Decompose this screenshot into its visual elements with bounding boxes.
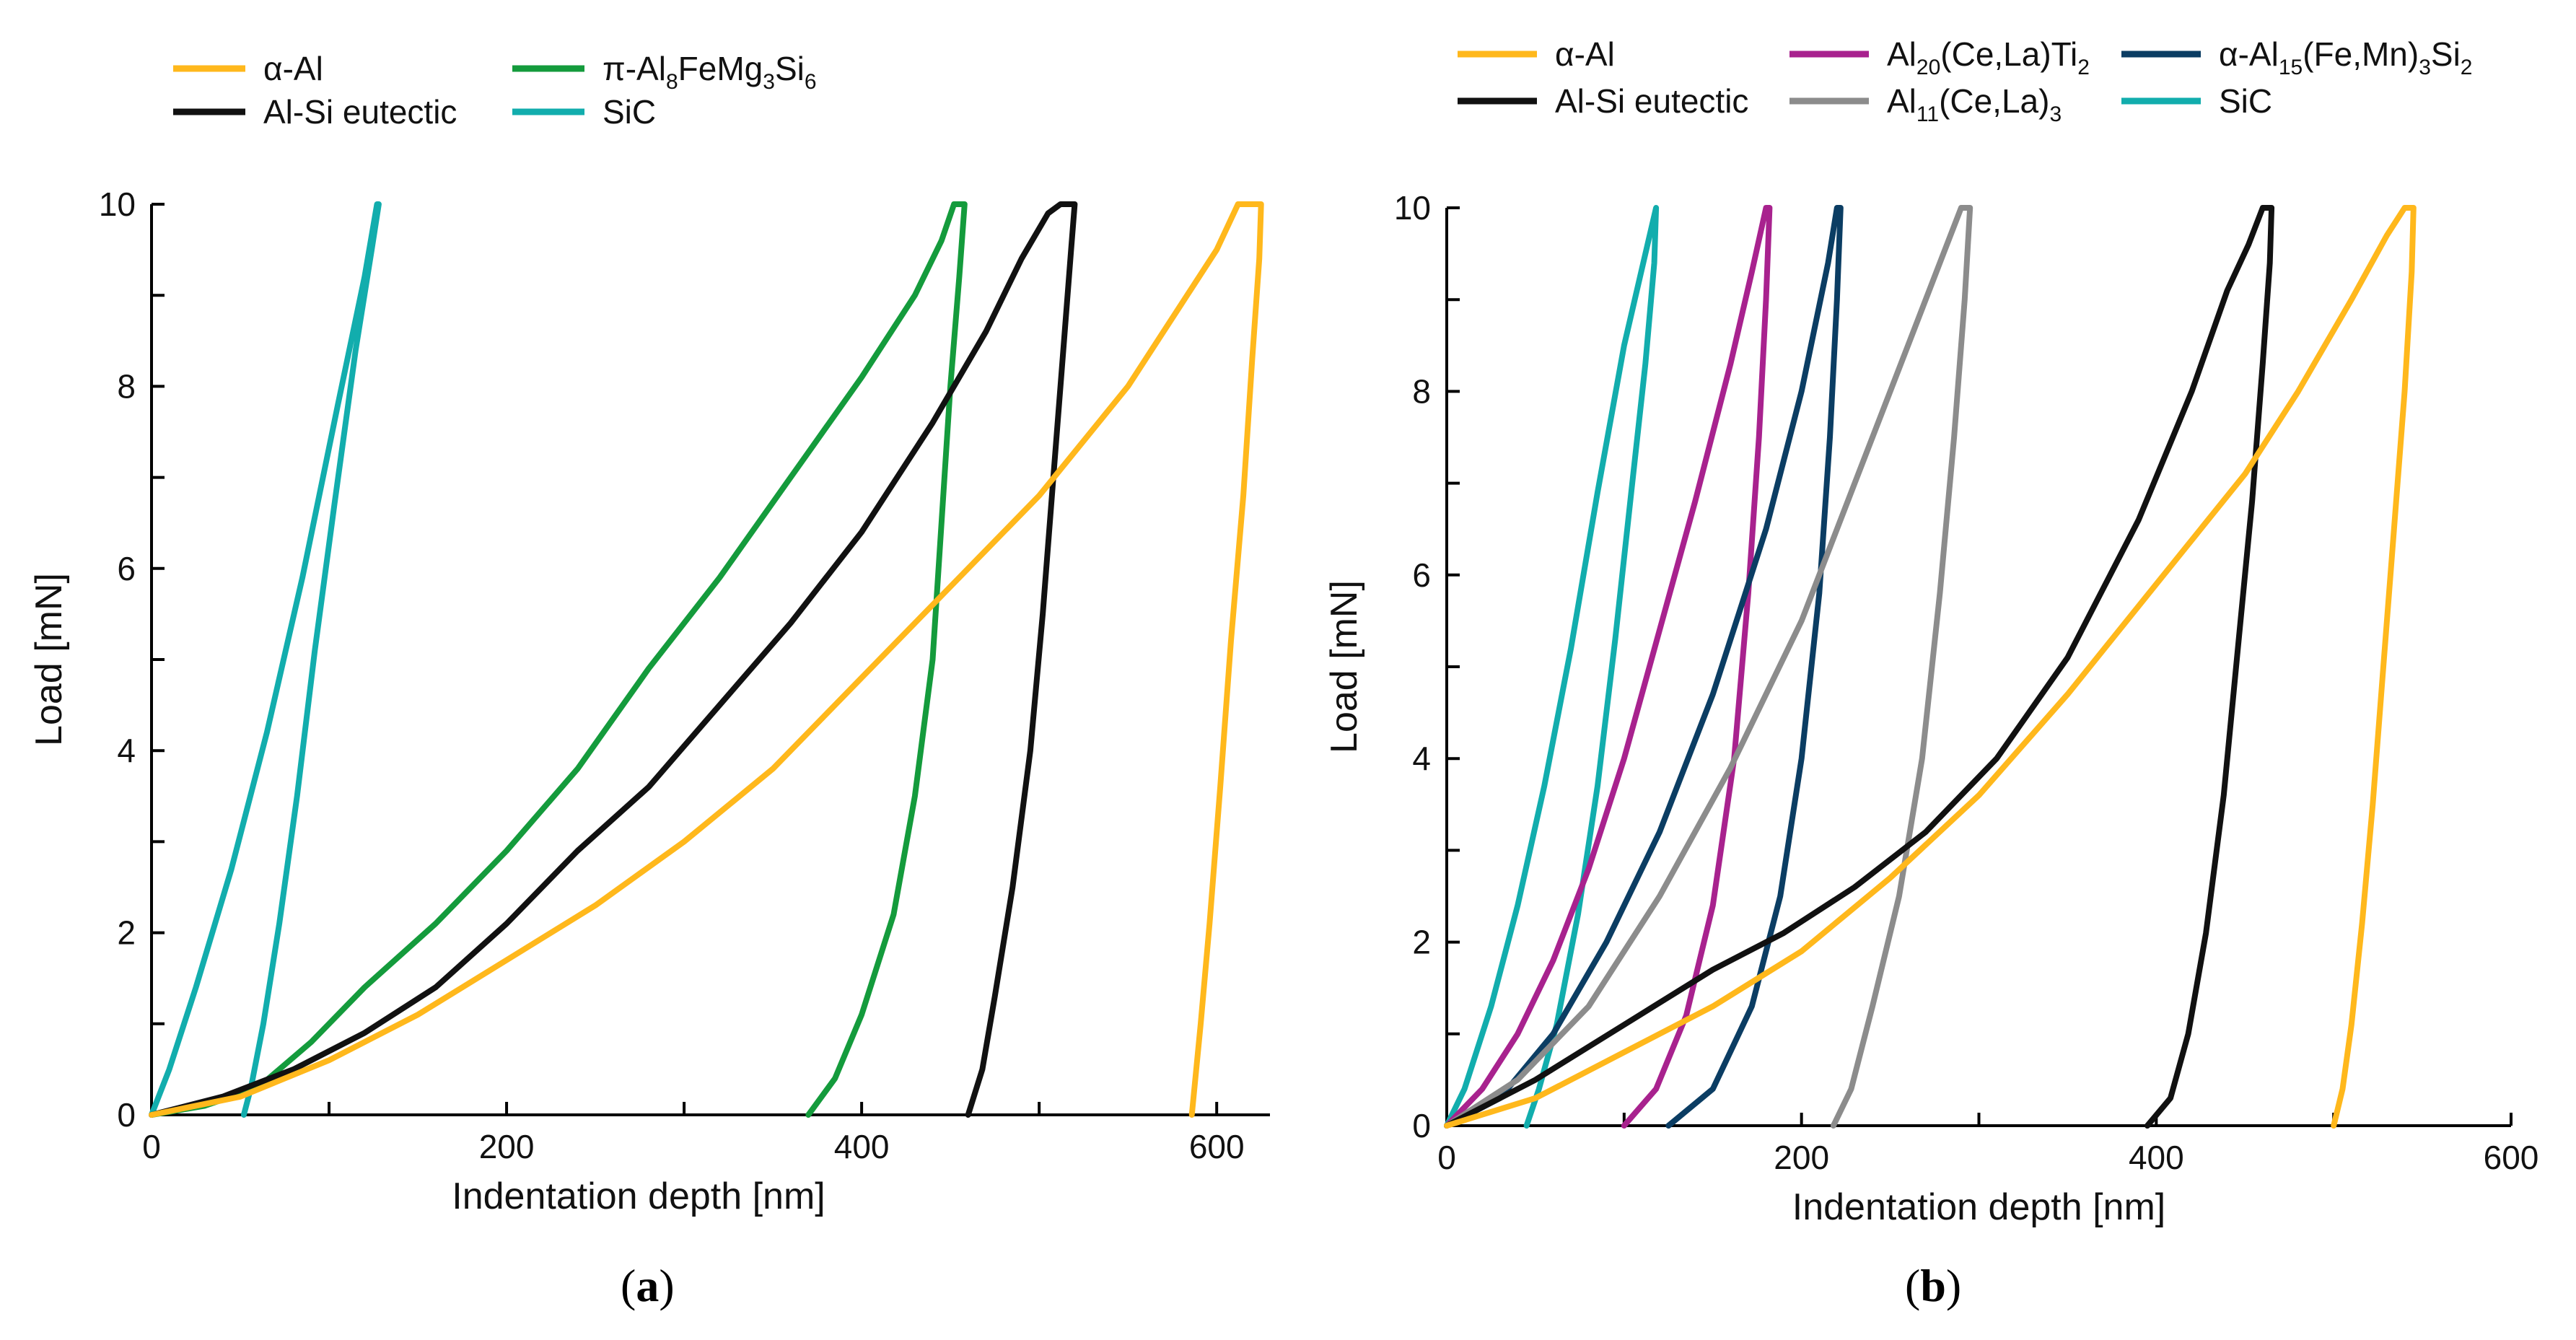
panel-label-b: (b) <box>1905 1260 1962 1311</box>
y-tick-label: 0 <box>117 1096 136 1134</box>
legend-label-al_si: Al-Si eutectic <box>1555 82 1748 120</box>
panel-b-chart: 0 200 400 600 0 2 4 6 8 10 Indentation depth [nm] L… <box>1323 35 2538 1228</box>
y-tick-label: 4 <box>1412 740 1431 777</box>
legend-label-al20: Al20(Ce,La)Ti2 <box>1887 35 2090 79</box>
x-tick-label: 200 <box>1774 1139 1829 1176</box>
y-axis-label: Load [mN] <box>1323 580 1365 753</box>
y-tick-label: 8 <box>1412 372 1431 410</box>
series-line-al20 <box>1444 205 1773 1129</box>
series-line-al_si <box>149 201 1078 1118</box>
panel-label-b-letter: b <box>1920 1260 1946 1311</box>
legend-label-alpha_al: α-Al <box>263 50 323 87</box>
x-tick-label: 600 <box>1189 1128 1245 1165</box>
y-tick-label: 2 <box>1412 924 1431 961</box>
x-tick-label: 200 <box>479 1128 535 1165</box>
y-tick-label: 8 <box>117 367 136 405</box>
panel-label-a: (a) <box>621 1260 675 1311</box>
x-tick-label: 0 <box>142 1128 161 1165</box>
series-line-alpha_al <box>1444 205 2417 1129</box>
series-line-al11 <box>1444 205 1973 1129</box>
x-tick-label: 400 <box>834 1128 890 1165</box>
legend-label-pi: π-Al8FeMg3Si6 <box>603 50 817 94</box>
legend-label-alpha_al: α-Al <box>1555 35 1615 73</box>
series-line-al15 <box>1444 205 1844 1129</box>
x-axis-label: Indentation depth [nm] <box>1792 1186 2166 1228</box>
legend-label-al11: Al11(Ce,La)3 <box>1887 82 2062 126</box>
series-line-sic <box>149 201 382 1118</box>
legend-label-sic: SiC <box>603 93 656 131</box>
y-tick-label: 4 <box>117 732 136 769</box>
x-tick-label: 600 <box>2484 1139 2539 1176</box>
legend-label-al15: α-Al15(Fe,Mn)3Si2 <box>2219 35 2472 79</box>
y-tick-label: 10 <box>1394 189 1431 227</box>
series-line-al_si <box>1444 205 2275 1129</box>
x-tick-label: 400 <box>2129 1139 2184 1176</box>
y-axis-label: Load [mN] <box>28 573 70 746</box>
x-tick-label: 0 <box>1437 1139 1456 1176</box>
legend-label-sic: SiC <box>2219 82 2272 120</box>
y-tick-label: 10 <box>99 185 136 223</box>
y-tick-label: 6 <box>1412 556 1431 594</box>
panel-a-chart: 0 200 400 600 0 2 4 6 8 10 Indentation depth [nm] L… <box>28 50 1270 1217</box>
panel-label-a-letter: a <box>636 1260 660 1311</box>
series-line-sic <box>1444 205 1660 1129</box>
y-tick-label: 2 <box>117 914 136 952</box>
series-line-pi <box>149 201 968 1118</box>
x-axis-label: Indentation depth [nm] <box>452 1175 825 1217</box>
y-tick-label: 0 <box>1412 1107 1431 1144</box>
series-line-alpha_al <box>149 201 1264 1118</box>
legend-label-al_si: Al-Si eutectic <box>263 93 457 131</box>
y-tick-label: 6 <box>117 550 136 587</box>
